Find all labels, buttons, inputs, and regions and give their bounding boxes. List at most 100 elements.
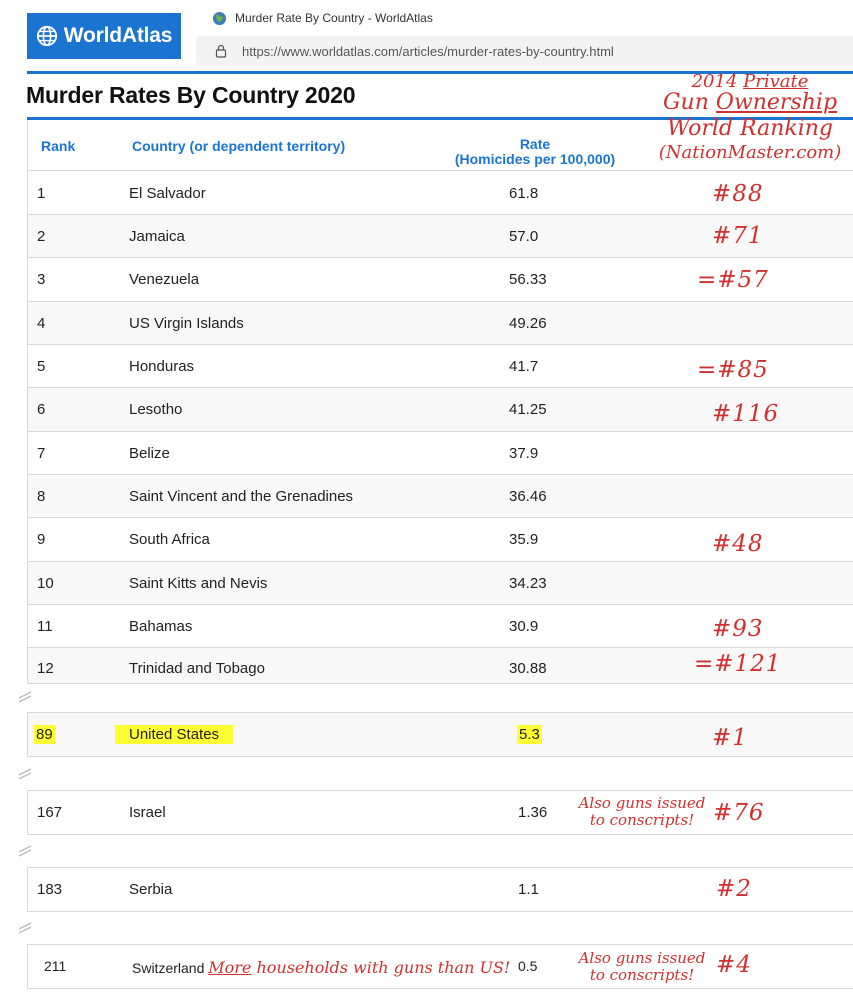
rank-cell: 10 [37,575,54,592]
rank-highlight: 89 [34,725,55,744]
rank-cell: 2 [37,228,46,245]
country-cell: US Virgin Islands [129,315,244,332]
rank-cell: 1 [37,185,46,202]
rate-cell: 56.33 [509,271,547,288]
header-divider [27,71,853,74]
rate-cell: 5.3 [517,725,542,744]
table-row: 5 Honduras 41.7 [27,345,853,388]
rate-cell: 35.9 [509,531,539,548]
country-cell: Jamaica [129,228,185,245]
gun-rank-annotation: =#121 [694,651,782,677]
rank-cell: 12 [37,660,54,677]
table-row: 9 South Africa 35.9 [27,518,853,562]
country-cell: Israel [129,804,166,821]
country-cell: Belize [129,445,170,462]
rank-cell: 167 [37,804,63,821]
rank-cell: 4 [37,315,46,332]
rank-cell: 8 [37,488,46,505]
tab-title: Murder Rate By Country - WorldAtlas [235,11,433,25]
rate-cell: 0.5 [518,958,538,974]
page-title: Murder Rates By Country 2020 [26,82,356,108]
header-country[interactable]: Country (or dependent territory) [132,138,346,154]
country-cell: Trinidad and Tobago [129,660,265,677]
header-rate-line2: (Homicides per 100,000) [454,151,616,167]
header-rate-line1: Rate [519,136,551,152]
rate-cell: 37.9 [509,445,539,462]
rate-cell: 30.88 [509,660,547,677]
rank-cell: 89 [34,725,55,744]
browser-tab[interactable]: Murder Rate By Country - WorldAtlas [212,8,433,28]
inline-annotation-rest: households with guns than US! [251,958,511,977]
gun-rank-annotation: #2 [716,876,752,902]
rate-cell: 34.23 [509,575,547,592]
rank-cell: 211 [44,958,67,974]
logo-text: WorldAtlas [63,24,173,47]
table-row: 2 Jamaica 57.0 [27,215,853,258]
table-row: 3 Venezuela 56.33 [27,258,853,302]
address-bar[interactable]: https://www.worldatlas.com/articles/murd… [196,36,853,66]
conscripts-note: Also guns issued to conscripts! [578,794,706,829]
country-highlight: United States [115,725,234,744]
gun-rank-annotation: #71 [712,223,764,249]
rank-cell: 3 [37,271,46,288]
rank-cell: 183 [37,881,63,898]
row-break-icon [18,768,32,780]
globe-favicon-icon [212,11,227,25]
country-cell: Serbia [129,881,173,898]
rank-cell: 11 [37,618,53,635]
gun-rank-annotation: #48 [712,531,764,557]
table-row-excerpt: 211 Switzerland More households with gun… [27,944,853,989]
country-cell: Saint Kitts and Nevis [129,575,268,592]
country-cell: Bahamas [129,618,193,635]
table-row: 7 Belize 37.9 [27,432,853,475]
gun-rank-annotation: #4 [716,952,752,978]
inline-annotation-more: More [208,958,252,977]
table-row: 10 Saint Kitts and Nevis 34.23 [27,562,853,605]
country-cell: Venezuela [129,271,200,288]
worldatlas-logo[interactable]: WorldAtlas [27,13,181,59]
table-row: 11 Bahamas 30.9 [27,605,853,648]
country-cell: Switzerland More households with guns th… [132,958,510,977]
rate-highlight: 5.3 [517,725,542,744]
lock-icon [215,44,227,58]
rate-cell: 49.26 [509,315,547,332]
title-divider [27,117,853,120]
gun-rank-annotation: #93 [712,616,764,642]
rate-cell: 41.25 [509,401,547,418]
country-cell: Lesotho [129,401,183,418]
table-row: 6 Lesotho 41.25 [27,388,853,432]
rate-cell: 57.0 [509,228,539,245]
table-row-excerpt: 183 Serbia 1.1 [27,867,853,912]
annotation-line1: 2014 Private [691,71,809,92]
table-row: 12 Trinidad and Tobago 30.88 [27,648,853,684]
rank-cell: 9 [37,531,46,548]
country-cell: South Africa [129,531,210,548]
rate-cell: 61.8 [509,185,539,202]
country-cell: United States [115,725,234,744]
rate-cell: 1.36 [518,804,548,821]
rate-cell: 30.9 [509,618,539,635]
table-row-excerpt: 89 United States 5.3 [27,712,853,757]
header-rate[interactable]: Rate (Homicides per 100,000) [442,137,628,167]
rank-cell: 7 [37,445,46,462]
gun-rank-annotation: =#57 [697,267,769,293]
table-row: 1 El Salvador 61.8 [27,171,853,215]
gun-rank-annotation: #76 [713,800,765,826]
row-break-icon [18,691,32,703]
table-row: 4 US Virgin Islands 49.26 [27,302,853,345]
row-break-icon [18,845,32,857]
rate-cell: 1.1 [518,881,539,898]
rate-cell: 41.7 [509,358,539,375]
header-rank[interactable]: Rank [41,138,76,154]
gun-rank-annotation: #1 [712,725,748,751]
globe-icon [36,25,57,47]
conscripts-note: Also guns issued to conscripts! [578,949,706,984]
table-row-excerpt: 167 Israel 1.36 [27,790,853,835]
country-name: Switzerland [132,960,205,976]
rank-cell: 5 [37,358,46,375]
annotation-line2: Gun Ownership [662,90,838,115]
row-break-icon [18,922,32,934]
country-cell: El Salvador [129,185,206,202]
table-row: 8 Saint Vincent and the Grenadines 36.46 [27,475,853,518]
annotation-line4: (NationMaster.com) [658,142,842,163]
